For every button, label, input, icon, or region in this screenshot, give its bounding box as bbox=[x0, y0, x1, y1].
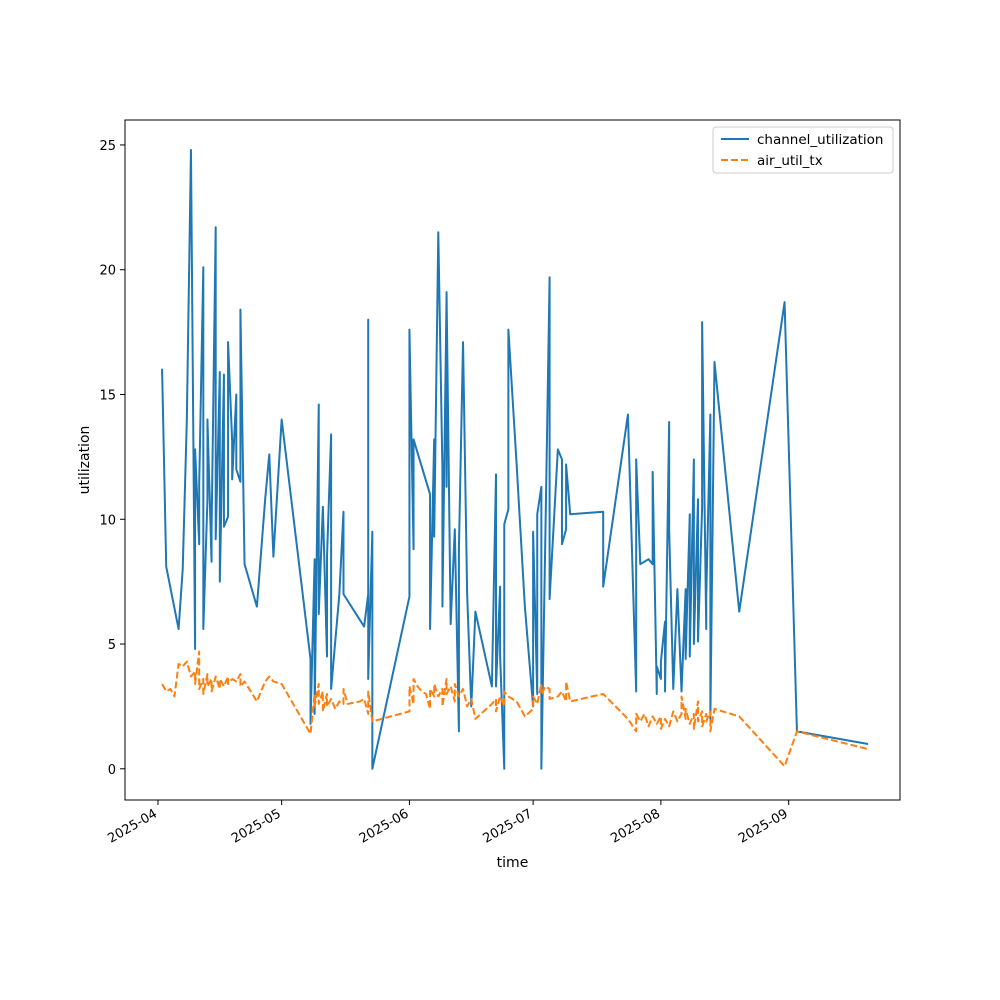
y-tick-label: 20 bbox=[99, 264, 116, 279]
y-tick-label: 25 bbox=[99, 139, 116, 154]
y-tick-label: 15 bbox=[99, 388, 116, 403]
y-axis: 0 5 10 15 20 25 bbox=[99, 139, 125, 778]
legend-label-channel-utilization: channel_utilization bbox=[757, 132, 884, 148]
series-layer bbox=[161, 148, 869, 770]
y-tick-label: 0 bbox=[108, 763, 116, 778]
legend-box bbox=[712, 126, 894, 174]
legend-label-air-util-tx: air_util_tx bbox=[757, 153, 823, 169]
y-tick-label: 10 bbox=[99, 513, 116, 528]
legend: channel_utilization air_util_tx bbox=[712, 126, 894, 174]
x-axis-label: time bbox=[497, 855, 529, 871]
plot-frame bbox=[124, 119, 901, 801]
y-axis-label: utilization bbox=[77, 426, 93, 495]
y-tick-label: 5 bbox=[108, 638, 116, 653]
series-line-channel-utilization bbox=[161, 148, 869, 770]
series-line-air-util-tx bbox=[161, 650, 868, 768]
